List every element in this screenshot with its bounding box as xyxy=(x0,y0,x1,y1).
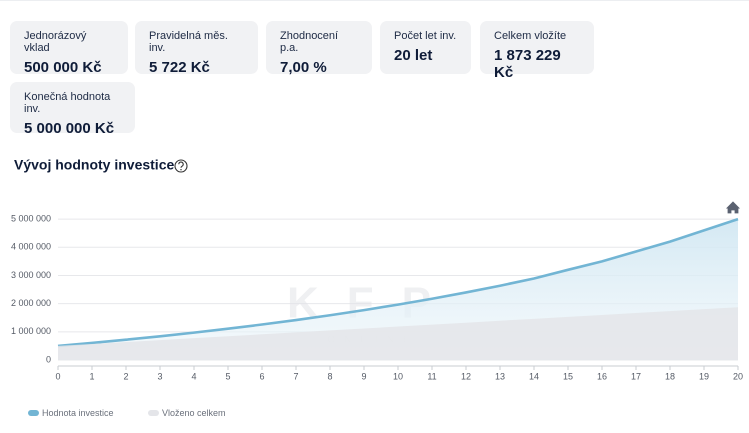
x-tick-label: 4 xyxy=(191,371,196,381)
legend-swatch xyxy=(148,410,159,416)
x-tick-label: 16 xyxy=(597,371,607,381)
x-tick-label: 9 xyxy=(361,371,366,381)
card-label: Jednorázový vklad xyxy=(24,30,87,54)
y-tick-label: 5 000 000 xyxy=(11,213,51,223)
card-label: Zhodnocení p.a. xyxy=(280,30,339,54)
card-value: 500 000 Kč xyxy=(24,59,102,76)
summary-card: Pravidelná měs. inv. 5 722 Kč xyxy=(135,21,258,76)
x-tick-label: 5 xyxy=(225,371,230,381)
summary-card: Zhodnocení p.a. 7,00 % xyxy=(266,21,372,76)
x-tick-label: 17 xyxy=(631,371,641,381)
card-value: 20 let xyxy=(394,47,433,64)
x-tick-label: 19 xyxy=(699,371,709,381)
x-tick-label: 7 xyxy=(293,371,298,381)
legend-label: Vloženo celkem xyxy=(162,408,226,418)
y-tick-label: 4 000 000 xyxy=(11,242,51,252)
summary-card: Počet let inv. 20 let xyxy=(380,21,471,74)
line xyxy=(57,217,739,348)
card-label: Konečná hodnota inv. xyxy=(24,91,111,115)
x-tick-label: 12 xyxy=(461,371,471,381)
x-tick-label: 11 xyxy=(427,371,436,381)
help-icon[interactable] xyxy=(174,159,188,173)
legend-swatch xyxy=(28,410,39,416)
area-fill xyxy=(58,307,738,360)
x-tick-label: 1 xyxy=(89,371,94,381)
card-label: Celkem vložíte xyxy=(494,30,567,42)
card-value: 7,00 % xyxy=(280,59,327,76)
home-icon[interactable] xyxy=(726,201,740,214)
legend-label: Hodnota investice xyxy=(42,408,114,418)
summary-card: Celkem vložíte 1 873 229 Kč xyxy=(480,21,594,81)
chart-title: Vývoj hodnoty investice xyxy=(14,157,174,173)
y-tick-label: 3 000 000 xyxy=(11,270,51,280)
x-tick-label: 18 xyxy=(665,371,675,381)
y-tick-label: 1 000 000 xyxy=(11,326,51,336)
card-value: 1 873 229 Kč xyxy=(494,47,561,81)
y-tick-label: 0 xyxy=(46,354,51,364)
x-tick-label: 6 xyxy=(259,371,264,381)
x-tick-label: 10 xyxy=(393,371,403,381)
x-tick-label: 8 xyxy=(327,371,332,381)
x-tick-label: 15 xyxy=(563,371,573,381)
card-value: 5 722 Kč xyxy=(149,59,210,76)
x-tick-label: 13 xyxy=(495,371,505,381)
x-tick-label: 14 xyxy=(529,371,539,381)
x-tick-label: 0 xyxy=(55,371,60,381)
card-label: Počet let inv. xyxy=(394,30,457,42)
y-tick-label: 2 000 000 xyxy=(11,298,51,308)
x-tick-label: 2 xyxy=(123,371,128,381)
card-value: 5 000 000 Kč xyxy=(24,120,115,137)
summary-card: Konečná hodnota inv. 5 000 000 Kč xyxy=(10,82,135,137)
summary-card: Jednorázový vklad 500 000 Kč xyxy=(10,21,128,76)
x-tick-label: 20 xyxy=(733,371,743,381)
card-label: Pravidelná měs. inv. xyxy=(149,30,228,54)
x-tick-label: 3 xyxy=(157,371,162,381)
